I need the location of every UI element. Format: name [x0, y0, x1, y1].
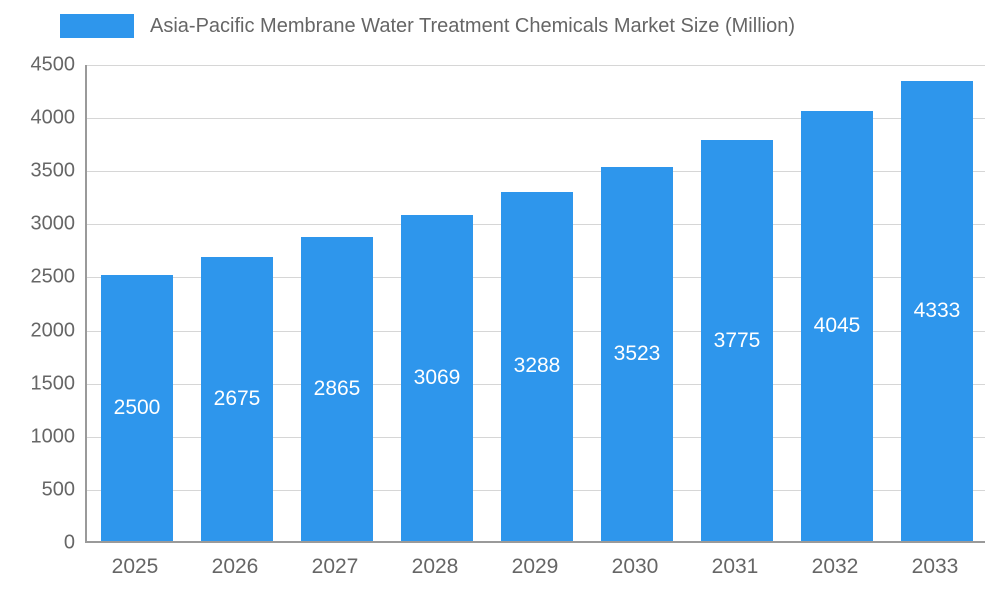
bar-2029[interactable]: 3288: [501, 191, 573, 541]
gridline-4000: [87, 118, 985, 120]
bar-value-label-2027: 2865: [313, 376, 361, 400]
x-tick-label-2033: 2033: [911, 555, 959, 578]
bar-2027[interactable]: 2865: [301, 236, 373, 541]
bar-2030[interactable]: 3523: [601, 166, 673, 541]
x-tick-label-2028: 2028: [411, 555, 459, 578]
bar-2032[interactable]: 4045: [801, 111, 873, 541]
bar-value-label-2030: 3523: [613, 341, 661, 365]
y-tick-label-3500: 3500: [30, 159, 76, 182]
y-tick-label-2500: 2500: [30, 265, 76, 288]
legend-swatch: [60, 14, 134, 38]
bar-value-label-2032: 4045: [813, 314, 861, 338]
y-tick-label-500: 500: [41, 478, 75, 501]
bar-2028[interactable]: 3069: [401, 215, 473, 541]
y-tick-label-3000: 3000: [30, 212, 76, 235]
x-tick-label-2031: 2031: [711, 555, 759, 578]
bar-value-label-2028: 3069: [413, 366, 461, 389]
bar-value-label-2025: 2500: [113, 396, 161, 420]
y-tick-label-1500: 1500: [30, 372, 76, 395]
x-tick-label-2027: 2027: [311, 555, 359, 578]
gridline-3500: [87, 171, 985, 173]
chart-title: Asia-Pacific Membrane Water Treatment Ch…: [150, 14, 795, 37]
bar-2026[interactable]: 2675: [201, 256, 273, 541]
chart-legend: Asia-Pacific Membrane Water Treatment Ch…: [60, 14, 795, 38]
x-tick-label-2029: 2029: [511, 555, 559, 578]
y-tick-label-4500: 4500: [30, 53, 76, 76]
x-tick-label-2026: 2026: [211, 555, 259, 578]
y-tick-label-1000: 1000: [30, 425, 76, 448]
y-tick-label-2000: 2000: [30, 319, 76, 342]
x-tick-label-2030: 2030: [611, 555, 659, 578]
y-tick-label-4000: 4000: [30, 106, 76, 129]
bar-value-label-2026: 2675: [213, 386, 261, 410]
y-tick-label-0: 0: [63, 531, 75, 554]
bar-2025[interactable]: 2500: [101, 275, 173, 541]
bar-value-label-2031: 3775: [713, 328, 761, 352]
bar-2033[interactable]: 4333: [901, 80, 973, 541]
x-tick-label-2032: 2032: [811, 555, 859, 578]
bar-value-label-2033: 4333: [913, 298, 961, 322]
x-tick-label-2025: 2025: [111, 555, 159, 578]
bar-2031[interactable]: 3775: [701, 140, 773, 541]
bar-value-label-2029: 3288: [513, 354, 561, 378]
plot-area: 2500 2675 2865 3069 3288 3523 3775 4045 4333: [85, 65, 985, 543]
gridline-4500: [87, 65, 985, 66]
